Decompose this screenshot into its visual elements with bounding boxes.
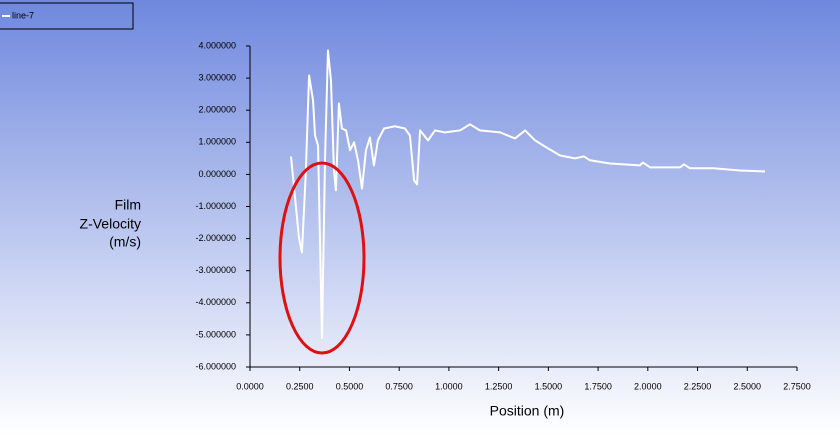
x-tick-label: 0.2500 xyxy=(286,381,314,391)
y-tick-label: 1.000000 xyxy=(198,137,236,147)
x-tick-label: 1.0000 xyxy=(435,381,463,391)
y-tick-label: -4.000000 xyxy=(195,297,236,307)
y-tick-label: 0.000000 xyxy=(198,169,236,179)
y-tick-label: 3.000000 xyxy=(198,72,236,82)
legend-label: line-7 xyxy=(12,10,34,20)
legend-box xyxy=(0,2,134,30)
x-tick-label: 2.7500 xyxy=(783,381,811,391)
x-tick-label: 2.2500 xyxy=(684,381,712,391)
x-tick-label: 0.7500 xyxy=(385,381,413,391)
y-tick-label: -6.000000 xyxy=(195,361,236,371)
y-tick-label: 2.000000 xyxy=(198,105,236,115)
y-tick-label: -5.000000 xyxy=(195,329,236,339)
x-axis-label: Position (m) xyxy=(490,403,565,419)
x-tick-label: 1.2500 xyxy=(485,381,513,391)
x-tick-label: 2.5000 xyxy=(734,381,762,391)
x-tick-label: 2.0000 xyxy=(634,381,662,391)
y-axis-label: Z-Velocity xyxy=(80,216,141,232)
x-tick-label: 1.5000 xyxy=(535,381,563,391)
y-axis-label: (m/s) xyxy=(109,234,141,250)
y-axis-label: Film xyxy=(115,197,141,213)
y-tick-label: -3.000000 xyxy=(195,265,236,275)
y-tick-label: 4.000000 xyxy=(198,40,236,50)
x-tick-label: 0.0000 xyxy=(236,381,264,391)
x-tick-label: 1.7500 xyxy=(584,381,612,391)
y-tick-label: -2.000000 xyxy=(195,233,236,243)
highlight-ellipse xyxy=(278,161,366,355)
x-tick-label: 0.5000 xyxy=(336,381,364,391)
y-tick-label: -1.000000 xyxy=(195,201,236,211)
data-line xyxy=(289,49,766,340)
